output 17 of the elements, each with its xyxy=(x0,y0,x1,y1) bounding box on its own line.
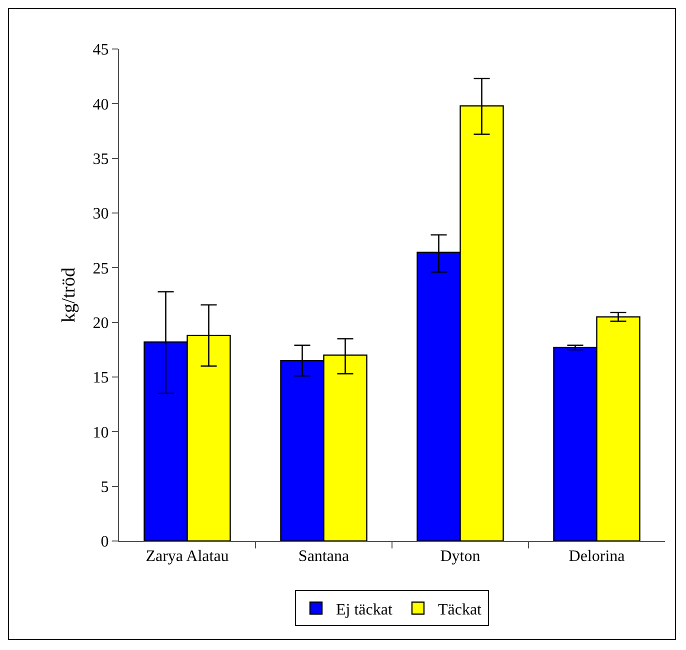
legend-label: Ej täckat xyxy=(336,601,393,618)
y-tick-label: 35 xyxy=(92,150,109,168)
y-tick-label: 45 xyxy=(92,42,109,59)
y-tick-label: 20 xyxy=(92,314,109,332)
y-axis-title: kg/tröd xyxy=(58,267,80,322)
y-tick-label: 15 xyxy=(92,370,109,387)
x-tick-label: Delorina xyxy=(568,548,625,566)
y-tick-label: 25 xyxy=(92,260,109,278)
y-tick-label: 40 xyxy=(92,96,109,114)
x-tick-label: Zarya Alatau xyxy=(146,548,229,566)
y-tick-label: 10 xyxy=(92,424,109,442)
y-tick-label: 30 xyxy=(92,206,109,223)
y-tick-label: 0 xyxy=(100,534,109,551)
y-tick-label: 5 xyxy=(100,478,109,496)
x-tick-label: Santana xyxy=(298,548,350,566)
x-tick-label: Dyton xyxy=(440,548,480,566)
legend-label: Täckat xyxy=(438,601,482,618)
